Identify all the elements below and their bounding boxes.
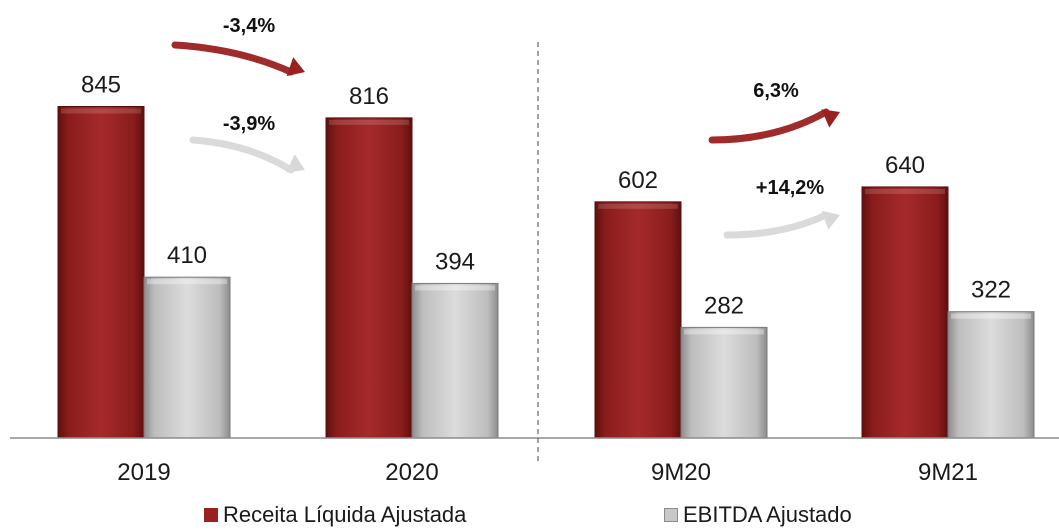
growth-arrow-head-ebitda-ajustado-2019-2020 xyxy=(286,154,305,173)
bar-bevel-receita-liquida-ajustada-9m21 xyxy=(865,188,945,194)
legend-item-receita: Receita Líquida Ajustada xyxy=(204,502,466,528)
growth-arrows-layer xyxy=(171,41,840,239)
value-label-receita-liquida-ajustada-2020: 816 xyxy=(349,83,389,110)
growth-label-receita-liquida-ajustada-2019-2020: -3,4% xyxy=(223,15,275,37)
bar-bevel-receita-liquida-ajustada-2019 xyxy=(61,108,141,114)
bar-bevel-receita-liquida-ajustada-9m20 xyxy=(598,203,678,209)
bar-bevel-ebitda-ajustado-2020 xyxy=(415,285,495,291)
category-label-9m21: 9M21 xyxy=(918,459,978,486)
category-label-2019: 2019 xyxy=(117,459,170,486)
legend-swatch-ebitda xyxy=(664,508,678,522)
growth-arrow-head-ebitda-ajustado-9m20-9m21 xyxy=(821,210,840,230)
bar-bevel-ebitda-ajustado-9m21 xyxy=(951,313,1031,319)
legend-swatch-receita xyxy=(204,508,218,522)
bar-bevel-ebitda-ajustado-9m20 xyxy=(684,329,764,335)
bar-ebitda-ajustado-9m20 xyxy=(680,326,768,439)
growth-arrow-ebitda-ajustado-9m20-9m21 xyxy=(723,211,830,239)
value-label-ebitda-ajustado-2019: 410 xyxy=(167,242,207,269)
bar-receita-liquida-ajustada-2020 xyxy=(325,117,413,439)
bar-receita-liquida-ajustada-9m20 xyxy=(594,201,682,439)
legend-item-ebitda: EBITDA Ajustado xyxy=(664,502,852,528)
growth-arrow-head-receita-liquida-ajustada-9m20-9m21 xyxy=(821,109,840,128)
labels-layer: 845 816 602 640 410 394 282 322 2019 2020 9M20 9M21… xyxy=(81,15,1011,486)
value-label-ebitda-ajustado-9m21: 322 xyxy=(971,277,1011,304)
bar-ebitda-ajustado-9m21 xyxy=(947,311,1035,439)
value-label-ebitda-ajustado-2020: 394 xyxy=(435,248,475,275)
growth-label-receita-liquida-ajustada-9m20-9m21: 6,3% xyxy=(753,80,799,102)
value-label-receita-liquida-ajustada-2019: 845 xyxy=(81,72,121,99)
legend-label-receita: Receita Líquida Ajustada xyxy=(223,502,467,527)
legend: Receita Líquida Ajustada EBITDA Ajustado xyxy=(0,500,1059,530)
bar-receita-liquida-ajustada-9m21 xyxy=(861,186,949,439)
growth-arrow-receita-liquida-ajustada-2019-2020 xyxy=(171,41,295,76)
bar-bevel-receita-liquida-ajustada-2020 xyxy=(329,119,409,125)
value-label-receita-liquida-ajustada-9m21: 640 xyxy=(885,152,925,179)
bar-bevel-ebitda-ajustado-2019 xyxy=(147,279,227,285)
bar-ebitda-ajustado-2019 xyxy=(143,276,231,439)
growth-arrow-ebitda-ajustado-2019-2020 xyxy=(189,136,295,174)
bar-receita-liquida-ajustada-2019 xyxy=(57,106,145,439)
growth-label-ebitda-ajustado-9m20-9m21: +14,2% xyxy=(756,177,825,199)
bar-ebitda-ajustado-2020 xyxy=(411,282,499,439)
growth-arrow-receita-liquida-ajustada-9m20-9m21 xyxy=(708,108,830,144)
growth-arrow-head-receita-liquida-ajustada-2019-2020 xyxy=(286,57,305,77)
category-label-9m20: 9M20 xyxy=(651,459,711,486)
growth-label-ebitda-ajustado-2019-2020: -3,9% xyxy=(223,113,275,135)
value-label-ebitda-ajustado-9m20: 282 xyxy=(704,292,744,319)
value-label-receita-liquida-ajustada-9m20: 602 xyxy=(618,167,658,194)
legend-label-ebitda: EBITDA Ajustado xyxy=(683,502,852,527)
category-label-2020: 2020 xyxy=(385,459,438,486)
